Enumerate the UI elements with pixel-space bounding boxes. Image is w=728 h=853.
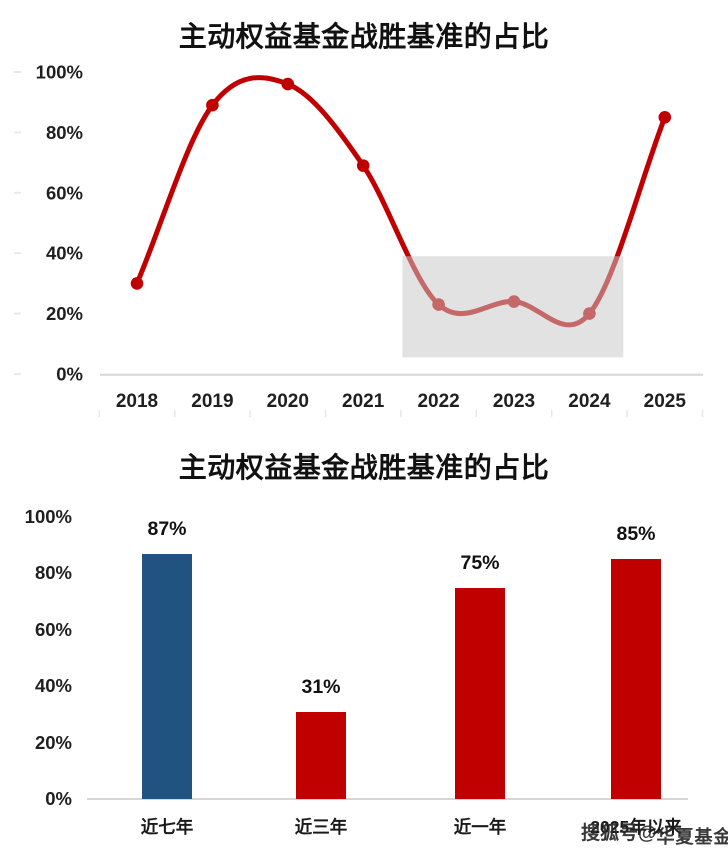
line-chart-xtick-label: 2021 — [342, 391, 385, 412]
bar-value-label: 31% — [301, 675, 341, 698]
bar-chart-ytick-label: 80% — [34, 562, 72, 584]
bar-value-label: 85% — [616, 523, 656, 546]
bar-3 — [455, 587, 505, 799]
line-chart-left-tick — [14, 131, 21, 134]
line-chart-left-tick — [14, 191, 21, 194]
bar-chart-x-axis — [87, 798, 688, 800]
line-chart-title: 主动权益基金战胜基准的占比 — [178, 21, 550, 52]
line-chart-xtick-label: 2020 — [267, 391, 309, 412]
line-chart-ytick-label: 60% — [46, 182, 83, 203]
line-chart-ytick-label: 0% — [56, 364, 83, 385]
bar-chart-ytick-label: 60% — [34, 618, 72, 640]
bar-category-label: 近三年 — [294, 817, 348, 837]
watermark-prefix: 搜狐号@ — [581, 823, 657, 844]
bar-chart-ytick-label: 40% — [34, 675, 72, 697]
line-chart-xtick-label: 2018 — [116, 391, 158, 412]
bar-category-label: 近七年 — [140, 817, 194, 837]
line-chart-ytick-label: 100% — [36, 62, 83, 83]
line-data-point — [206, 98, 219, 112]
watermark: 搜狐号@华夏基金 — [581, 818, 728, 847]
highlight-region — [402, 256, 624, 358]
line-chart-xtick-label: 2022 — [417, 391, 459, 412]
bar-chart-title: 主动权益基金战胜基准的占比 — [178, 452, 550, 483]
line-chart: 100% 80% 60% 40% 20% 0% 2018 2019 2020 2021 2022 20… — [14, 62, 704, 417]
bar-chart-ytick-label: 20% — [34, 731, 72, 753]
bar-1 — [142, 553, 192, 799]
line-chart-xtick-label: 2019 — [191, 391, 233, 412]
line-chart-xtick-label: 2024 — [568, 391, 611, 412]
bar-category-label: 近一年 — [453, 817, 507, 837]
line-chart-ytick-label: 20% — [46, 303, 83, 324]
line-chart-xtick-label: 2025 — [644, 391, 687, 412]
line-data-point — [281, 77, 295, 91]
line-chart-ytick-label: 40% — [46, 243, 83, 264]
line-chart-left-tick — [14, 71, 21, 73]
line-data-point — [356, 159, 370, 172]
line-chart-left-tick — [14, 252, 21, 255]
line-data-point — [658, 111, 672, 124]
line-data-point — [130, 277, 144, 290]
bar-2 — [296, 711, 346, 799]
bar-4 — [611, 559, 661, 799]
bar-category-label: 2025年以来 — [590, 817, 682, 837]
line-chart-left-tick — [14, 312, 21, 315]
line-chart-xtick-label: 2023 — [493, 391, 535, 412]
line-chart-left-tick — [14, 373, 21, 375]
watermark-suffix: 华夏基金 — [656, 827, 728, 847]
bar-chart-ytick-label: 100% — [24, 506, 72, 527]
line-chart-ytick-label: 80% — [46, 122, 83, 143]
bar-chart-ytick-label: 0% — [45, 788, 72, 809]
bar-value-label: 75% — [460, 551, 500, 574]
bar-value-label: 87% — [147, 517, 187, 540]
